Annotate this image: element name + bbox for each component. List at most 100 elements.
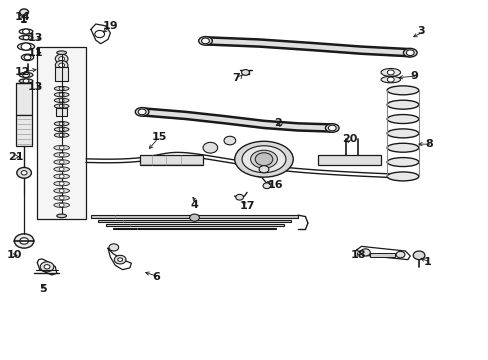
Ellipse shape xyxy=(57,51,66,54)
Ellipse shape xyxy=(19,79,33,83)
Ellipse shape xyxy=(54,153,69,157)
Circle shape xyxy=(224,136,235,145)
Text: 19: 19 xyxy=(103,21,119,31)
Text: 4: 4 xyxy=(190,200,198,210)
Circle shape xyxy=(59,134,64,137)
Ellipse shape xyxy=(325,124,338,132)
Ellipse shape xyxy=(54,203,69,207)
Ellipse shape xyxy=(386,172,418,181)
Ellipse shape xyxy=(250,150,277,168)
Ellipse shape xyxy=(54,195,69,200)
Circle shape xyxy=(395,251,404,258)
Ellipse shape xyxy=(403,48,416,57)
Ellipse shape xyxy=(386,86,418,95)
Ellipse shape xyxy=(386,129,418,138)
Text: 6: 6 xyxy=(152,272,160,282)
Ellipse shape xyxy=(57,214,66,218)
Ellipse shape xyxy=(386,100,418,109)
Circle shape xyxy=(114,255,126,264)
Circle shape xyxy=(256,171,264,177)
Circle shape xyxy=(263,183,270,189)
Text: 15: 15 xyxy=(152,132,167,142)
Bar xyxy=(105,224,283,226)
Circle shape xyxy=(23,36,29,40)
Circle shape xyxy=(21,171,27,175)
Text: 7: 7 xyxy=(232,73,240,83)
Text: 11: 11 xyxy=(27,48,43,58)
Circle shape xyxy=(59,57,64,61)
Circle shape xyxy=(59,104,64,108)
Ellipse shape xyxy=(54,98,69,103)
Ellipse shape xyxy=(54,145,69,150)
Ellipse shape xyxy=(380,68,400,76)
Circle shape xyxy=(24,55,31,60)
Text: 21: 21 xyxy=(8,152,23,162)
Circle shape xyxy=(23,79,29,83)
Ellipse shape xyxy=(21,54,34,60)
Bar xyxy=(113,228,276,229)
Text: 13: 13 xyxy=(27,82,43,92)
Circle shape xyxy=(21,43,31,50)
Ellipse shape xyxy=(54,167,69,172)
Ellipse shape xyxy=(18,43,35,50)
Circle shape xyxy=(255,153,272,166)
Ellipse shape xyxy=(54,122,69,126)
Ellipse shape xyxy=(54,104,69,108)
Circle shape xyxy=(40,262,54,272)
Ellipse shape xyxy=(380,76,400,83)
Ellipse shape xyxy=(242,146,285,173)
Circle shape xyxy=(59,196,64,200)
Bar xyxy=(91,215,298,218)
Ellipse shape xyxy=(386,158,418,167)
Circle shape xyxy=(59,167,64,171)
Circle shape xyxy=(189,214,199,221)
Bar xyxy=(369,253,394,257)
Text: 16: 16 xyxy=(267,180,283,190)
Text: 14: 14 xyxy=(14,12,30,22)
Ellipse shape xyxy=(54,188,69,193)
Circle shape xyxy=(386,70,393,75)
Circle shape xyxy=(59,160,64,164)
Circle shape xyxy=(22,72,29,77)
Circle shape xyxy=(406,50,413,55)
Circle shape xyxy=(235,194,243,200)
Ellipse shape xyxy=(54,86,69,91)
Text: 9: 9 xyxy=(409,71,417,81)
Ellipse shape xyxy=(54,93,69,97)
Circle shape xyxy=(259,166,268,173)
Ellipse shape xyxy=(135,108,149,116)
Circle shape xyxy=(59,63,64,67)
Ellipse shape xyxy=(54,133,69,137)
Circle shape xyxy=(59,87,64,90)
Ellipse shape xyxy=(54,181,69,186)
Text: 3: 3 xyxy=(417,26,425,36)
Circle shape xyxy=(59,122,64,126)
Circle shape xyxy=(59,153,64,157)
Bar xyxy=(140,155,203,165)
Circle shape xyxy=(59,128,64,131)
Text: 1: 1 xyxy=(423,257,431,267)
Circle shape xyxy=(328,125,335,131)
Text: 2: 2 xyxy=(273,118,281,128)
Text: 13: 13 xyxy=(27,33,43,43)
Circle shape xyxy=(55,60,68,70)
Text: 12: 12 xyxy=(14,67,30,77)
Ellipse shape xyxy=(19,29,33,34)
Text: 8: 8 xyxy=(424,139,432,149)
Circle shape xyxy=(412,251,424,260)
Circle shape xyxy=(109,244,119,251)
Circle shape xyxy=(17,167,31,178)
Circle shape xyxy=(203,142,217,153)
Text: 18: 18 xyxy=(350,250,366,260)
Circle shape xyxy=(59,182,64,185)
Bar xyxy=(98,220,290,222)
Ellipse shape xyxy=(386,143,418,152)
Bar xyxy=(16,83,32,116)
Ellipse shape xyxy=(54,174,69,179)
Circle shape xyxy=(59,146,64,149)
Circle shape xyxy=(22,29,29,34)
Ellipse shape xyxy=(19,72,33,77)
Circle shape xyxy=(118,258,122,261)
Text: 5: 5 xyxy=(39,284,46,294)
Ellipse shape xyxy=(386,114,418,123)
